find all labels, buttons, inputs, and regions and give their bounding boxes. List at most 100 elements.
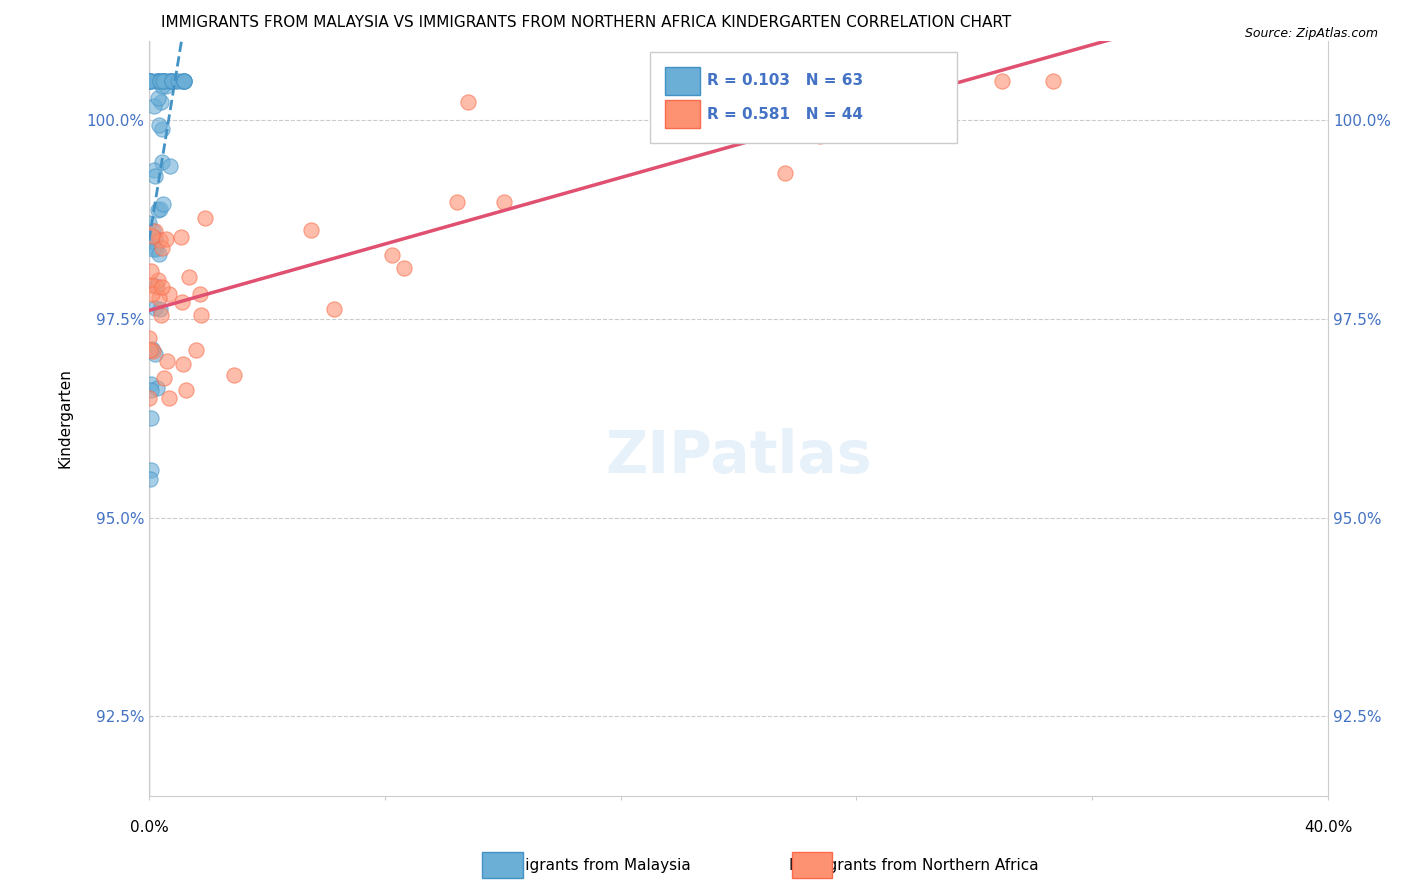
Point [170, 229, 193, 244]
Point [139, 411, 162, 425]
Point [808, 128, 831, 143]
FancyBboxPatch shape [650, 53, 956, 143]
Point [159, 73, 181, 87]
Point [173, 73, 195, 87]
Point [173, 73, 195, 87]
Point [222, 368, 245, 382]
Point [150, 308, 173, 322]
Point [150, 95, 173, 109]
Point [446, 195, 468, 210]
Point [148, 73, 170, 87]
Point [146, 280, 169, 294]
Point [173, 73, 195, 87]
Point [139, 343, 162, 357]
Point [870, 73, 893, 87]
Text: 40.0%: 40.0% [1303, 820, 1353, 835]
Point [143, 99, 166, 113]
Point [814, 73, 837, 87]
Text: Source: ZipAtlas.com: Source: ZipAtlas.com [1244, 27, 1378, 40]
Point [155, 231, 177, 245]
Point [152, 197, 174, 211]
Point [148, 118, 170, 132]
Point [155, 78, 177, 93]
Point [190, 308, 212, 322]
Point [152, 73, 174, 87]
Point [150, 155, 173, 169]
Point [139, 73, 162, 87]
Point [141, 234, 163, 248]
Point [139, 235, 162, 250]
Point [141, 228, 163, 243]
Point [457, 95, 479, 110]
Point [156, 354, 179, 368]
Point [141, 342, 163, 356]
Point [152, 241, 174, 255]
Text: Immigrants from Malaysia: Immigrants from Malaysia [491, 858, 690, 872]
Point [152, 73, 174, 87]
Point [174, 383, 197, 397]
Point [149, 202, 172, 217]
Point [139, 463, 162, 477]
Point [139, 73, 162, 87]
Point [141, 376, 163, 391]
Point [148, 291, 170, 305]
Text: Immigrants from Northern Africa: Immigrants from Northern Africa [789, 858, 1039, 872]
Point [142, 224, 165, 238]
Point [179, 269, 201, 284]
Point [146, 202, 169, 217]
Point [145, 224, 167, 238]
FancyBboxPatch shape [665, 100, 700, 128]
Point [146, 73, 169, 87]
Point [172, 295, 194, 310]
Point [138, 73, 160, 87]
Point [150, 280, 173, 294]
Point [160, 73, 183, 87]
Point [139, 472, 162, 486]
Point [146, 91, 169, 105]
Point [145, 243, 167, 257]
Point [149, 233, 172, 247]
Point [162, 73, 184, 87]
Point [143, 231, 166, 245]
Point [148, 247, 170, 261]
Point [159, 159, 181, 173]
Point [392, 260, 415, 275]
Point [150, 78, 173, 93]
Point [157, 73, 180, 87]
Point [159, 73, 181, 87]
Point [145, 169, 167, 183]
Point [323, 301, 346, 316]
Point [170, 73, 193, 87]
Point [165, 73, 187, 87]
Point [145, 278, 167, 293]
Point [149, 301, 172, 316]
Text: R = 0.581   N = 44: R = 0.581 N = 44 [707, 107, 863, 121]
Point [139, 383, 162, 397]
Point [492, 195, 515, 210]
Text: IMMIGRANTS FROM MALAYSIA VS IMMIGRANTS FROM NORTHERN AFRICA KINDERGARTEN CORRELA: IMMIGRANTS FROM MALAYSIA VS IMMIGRANTS F… [160, 15, 1011, 30]
Point [150, 121, 173, 136]
Point [775, 166, 797, 180]
Point [157, 392, 180, 406]
Text: R = 0.103   N = 63: R = 0.103 N = 63 [707, 73, 863, 88]
Point [142, 242, 165, 256]
Point [146, 381, 169, 395]
Text: ZIPatlas: ZIPatlas [605, 427, 872, 484]
Point [173, 73, 195, 87]
Point [153, 73, 176, 87]
Point [138, 216, 160, 230]
Point [143, 346, 166, 360]
Point [141, 263, 163, 277]
Point [139, 278, 162, 293]
Point [166, 73, 188, 87]
Point [153, 73, 176, 87]
Point [141, 73, 163, 87]
Point [186, 343, 208, 358]
Point [141, 286, 163, 301]
Point [152, 73, 174, 87]
Point [138, 392, 160, 406]
Point [148, 73, 170, 87]
Point [157, 287, 180, 301]
Point [172, 357, 194, 371]
Point [146, 73, 169, 87]
